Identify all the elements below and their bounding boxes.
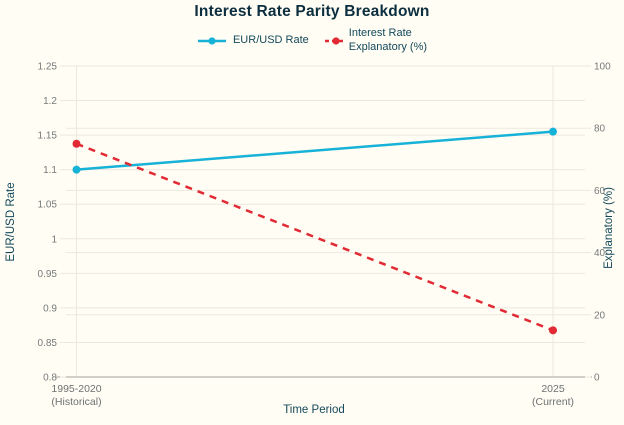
y-left-tick-label: 1.1 xyxy=(43,165,57,176)
y-left-tick-label: 1.2 xyxy=(43,96,57,107)
y-right-tick-label: 0 xyxy=(594,373,600,384)
x-category-label: (Historical) xyxy=(51,396,101,408)
x-category-label: (Current) xyxy=(532,396,574,408)
chart-legend: EUR/USD Rate Interest Rate Explanatory (… xyxy=(0,27,624,55)
x-category-label: 1995-2020 xyxy=(51,383,101,395)
y-right-tick-label: 60 xyxy=(594,186,606,197)
eur-usd-line-marker-icon xyxy=(197,37,226,45)
y-left-tick-label: 1.05 xyxy=(38,200,58,211)
y-left-tick-label: 0.9 xyxy=(43,303,57,314)
data-point-interest-rate-explanatory[interactable] xyxy=(549,326,557,335)
y-right-tick-label: 80 xyxy=(594,124,606,135)
y-right-axis-title: Explanatory (%) xyxy=(603,187,615,269)
x-category-label: 2025 xyxy=(541,383,565,395)
y-left-tick-label: 1.25 xyxy=(38,62,58,73)
data-point-eur-usd-rate[interactable] xyxy=(549,127,557,136)
legend-item-eur-usd-rate[interactable]: EUR/USD Rate xyxy=(197,34,309,48)
y-right-tick-label: 20 xyxy=(594,310,606,321)
y-right-tick-label: 40 xyxy=(594,248,606,259)
y-left-axis-title: EUR/USD Rate xyxy=(5,182,17,261)
legend-label-interest-rate: Interest Rate Explanatory (%) xyxy=(348,27,428,53)
series-line-interest-rate-explanatory xyxy=(76,142,554,332)
y-left-tick-label: 0.85 xyxy=(38,338,58,349)
y-right-tick-label: 100 xyxy=(594,62,611,73)
data-point-eur-usd-rate[interactable] xyxy=(72,165,81,174)
legend-item-interest-rate[interactable]: Interest Rate Explanatory (%) xyxy=(324,27,428,55)
interest-rate-dashed-marker-icon xyxy=(324,37,343,45)
x-axis-title: Time Period xyxy=(283,404,345,416)
legend-label-eur-usd-rate: EUR/USD Rate xyxy=(232,33,309,46)
y-left-tick-label: 1 xyxy=(51,234,57,245)
chart-title: Interest Rate Parity Breakdown xyxy=(194,3,430,20)
series-line-eur-usd-rate xyxy=(76,130,554,171)
y-left-tick-label: 0.95 xyxy=(38,269,58,280)
y-left-tick-label: 1.15 xyxy=(38,131,58,142)
y-left-tick-label: 0.8 xyxy=(43,373,57,384)
data-point-interest-rate-explanatory[interactable] xyxy=(72,139,81,148)
